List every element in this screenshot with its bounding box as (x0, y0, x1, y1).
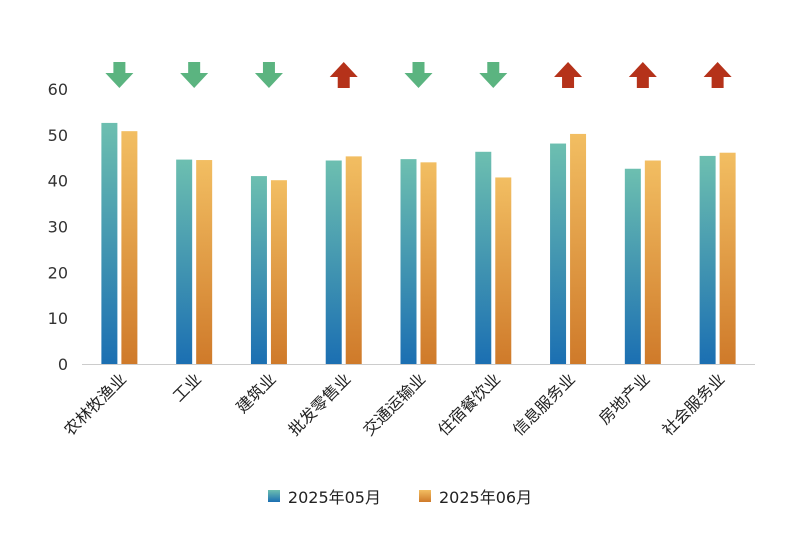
legend-label-series-1: 2025年05月 (287, 488, 381, 507)
y-tick-label: 30 (48, 218, 68, 237)
bar-series-2 (570, 133, 587, 364)
bar-series-2 (644, 160, 661, 364)
category-label: 农林牧渔业 (60, 369, 130, 439)
y-tick-label: 40 (48, 172, 68, 191)
legend-item-series-1: 2025年05月 (267, 484, 381, 508)
bar-series-2 (196, 160, 213, 364)
arrow-down-icon (105, 62, 134, 88)
legend-swatch-series-2 (419, 490, 431, 502)
bar-series-1 (250, 176, 267, 364)
arrow-up-icon (329, 62, 358, 88)
category-label: 工业 (169, 369, 205, 405)
category-labels: 农林牧渔业 工业 建筑业 批发零售业 交通运输业 住宿餐饮业 信息服务业 房地产业 社会服务业 (60, 369, 728, 439)
bar-series-1 (475, 151, 492, 364)
legend-label-series-2: 2025年06月 (439, 488, 533, 507)
legend-swatch-series-1 (267, 490, 280, 502)
bar-series-1 (400, 159, 417, 364)
y-tick-label: 10 (48, 309, 68, 328)
bar-series-2 (719, 152, 736, 364)
trend-arrows (105, 62, 732, 88)
bar-series-2 (345, 156, 362, 364)
bar-series-2 (495, 177, 512, 364)
bars-group (101, 122, 736, 365)
y-tick-label: 20 (48, 263, 68, 282)
arrow-up-icon (554, 62, 583, 88)
category-label: 信息服务业 (509, 369, 579, 439)
bar-series-2 (121, 131, 138, 364)
bar-series-1 (550, 143, 567, 364)
category-label: 建筑业 (232, 369, 279, 416)
bar-series-1 (699, 155, 716, 364)
category-label: 住宿餐饮业 (434, 369, 504, 439)
y-tick-label: 50 (48, 126, 68, 145)
category-label: 房地产业 (595, 369, 654, 428)
bar-series-1 (176, 159, 193, 364)
category-label: 社会服务业 (658, 369, 728, 439)
bar-series-1 (325, 160, 342, 364)
arrow-up-icon (703, 62, 732, 88)
y-axis-ticks: 0 10 20 30 40 50 60 (48, 80, 68, 374)
y-tick-label: 0 (58, 355, 68, 374)
arrow-down-icon (180, 62, 209, 88)
legend: 2025年05月 2025年06月 (0, 484, 800, 508)
category-label: 交通运输业 (359, 369, 429, 439)
arrow-down-icon (404, 62, 433, 88)
bar-series-2 (420, 162, 437, 364)
bar-series-1 (101, 122, 118, 365)
arrow-down-icon (479, 62, 508, 88)
bar-series-2 (270, 180, 287, 364)
legend-item-series-2: 2025年06月 (419, 484, 532, 508)
arrow-up-icon (628, 62, 657, 88)
arrow-down-icon (254, 62, 283, 88)
y-tick-label: 60 (48, 80, 68, 99)
category-label: 批发零售业 (285, 369, 355, 439)
bar-series-1 (624, 168, 641, 364)
